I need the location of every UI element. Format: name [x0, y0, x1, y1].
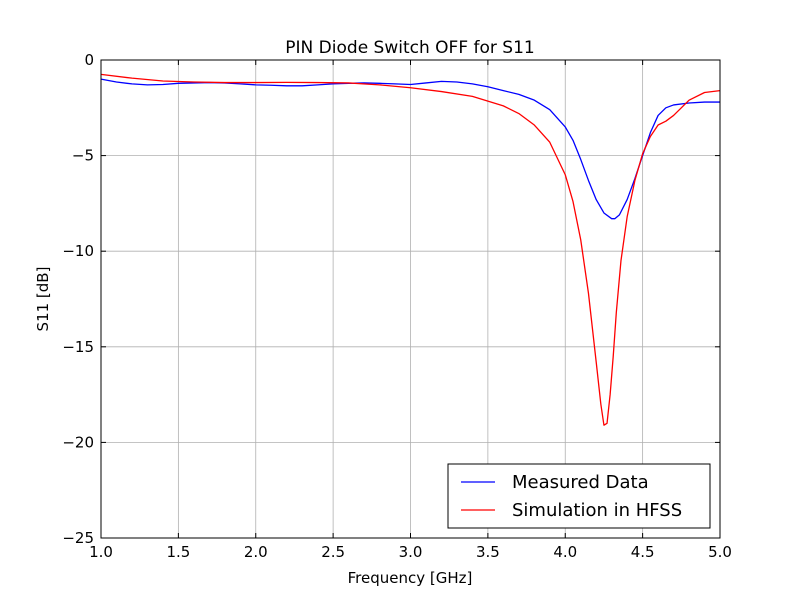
- series-layer: [100, 73, 721, 426]
- axis-ticks: 1.0 1.5 2.0 2.5 3.0 3.5 4.0 4.5 5.0 0 −5 −10 −15 −20 −…: [62, 51, 732, 561]
- y-tick-label: −15: [62, 338, 94, 356]
- y-tick-label: −20: [62, 433, 94, 451]
- legend: Measured Data Simulation in HFSS: [447, 463, 711, 529]
- legend-label-measured: Measured Data: [512, 472, 649, 493]
- x-tick-label: 2.0: [244, 543, 268, 561]
- y-tick-label: −5: [72, 147, 94, 165]
- chart-title: PIN Diode Switch OFF for S11: [285, 38, 534, 58]
- x-tick-label: 1.0: [89, 543, 113, 561]
- x-tick-label: 4.5: [631, 543, 655, 561]
- x-axis-label: Frequency [GHz]: [348, 569, 473, 587]
- y-tick-label: −10: [62, 242, 94, 260]
- y-tick-label: −25: [62, 529, 94, 547]
- x-tick-label: 3.0: [399, 543, 423, 561]
- legend-box: [447, 463, 711, 529]
- x-tick-label: 4.0: [553, 543, 577, 561]
- legend-label-simulation: Simulation in HFSS: [512, 500, 682, 521]
- y-axis-label: S11 [dB]: [34, 267, 52, 332]
- x-tick-label: 3.5: [476, 543, 500, 561]
- x-tick-label: 2.5: [321, 543, 345, 561]
- simulation-hfss-line: [100, 73, 721, 426]
- x-tick-label: 1.5: [166, 543, 190, 561]
- grid-lines: [100, 59, 721, 539]
- y-tick-label: 0: [84, 51, 94, 69]
- x-tick-label: 5.0: [708, 543, 732, 561]
